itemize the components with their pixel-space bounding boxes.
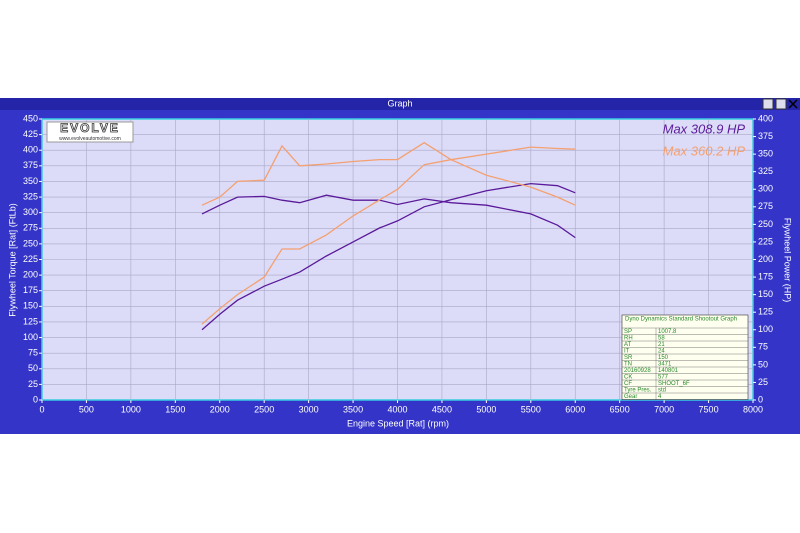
table-header: Dyno Dynamics Standard Shootout Graph <box>625 317 737 323</box>
table-value: 58 <box>658 335 665 341</box>
y2-tick-label: 250 <box>758 219 773 229</box>
y-tick-label: 100 <box>23 332 38 342</box>
x-tick-label: 8000 <box>743 404 763 414</box>
y-axis-label: Flywheel Torque [Rat] (FtLb) <box>7 203 17 316</box>
table-value: 21 <box>658 342 665 348</box>
x-tick-label: 4500 <box>432 404 452 414</box>
logo-url: www.evolveautomotive.com <box>59 136 121 142</box>
table-value: 3471 <box>658 361 672 367</box>
y2-tick-label: 100 <box>758 324 773 334</box>
table-value: 4 <box>658 394 662 400</box>
y2-tick-label: 275 <box>758 201 773 211</box>
table-value: 140801 <box>658 368 679 374</box>
info-table: Dyno Dynamics Standard Shootout Graph SP 1… <box>621 314 749 400</box>
logo-brand: EVOLVE <box>60 121 120 135</box>
y-tick-label: 400 <box>23 145 38 155</box>
table-key: TN <box>624 361 632 367</box>
y-tick-label: 250 <box>23 238 38 248</box>
y2-axis-label: Flywheel Power (HP) <box>783 218 793 303</box>
x-tick-label: 7000 <box>654 404 674 414</box>
y2-tick-label: 350 <box>758 149 773 159</box>
table-key: SP <box>624 329 632 335</box>
lines <box>201 141 576 331</box>
table-value: 1007.8 <box>658 329 677 335</box>
minimize-button[interactable] <box>775 98 787 110</box>
x-tick-label: 3000 <box>299 404 319 414</box>
y-tick-label: 225 <box>23 254 38 264</box>
table-key: 20160928 <box>624 368 651 374</box>
y2-tick-label: 75 <box>758 342 768 352</box>
window-title: Graph <box>387 98 412 108</box>
y2-tick-label: 200 <box>758 254 773 264</box>
table-key: Tyre Pres. <box>624 387 652 393</box>
max-label: Max 308.9 HP <box>663 121 746 136</box>
y2-tick-label: 175 <box>758 271 773 281</box>
x-tick-label: 7500 <box>699 404 719 414</box>
y-tick-label: 25 <box>28 379 38 389</box>
x-tick-label: 1500 <box>165 404 185 414</box>
x-tick-label: 0 <box>39 404 44 414</box>
y-tick-label: 350 <box>23 176 38 186</box>
y2-tick-label: 300 <box>758 184 773 194</box>
table-key: IT <box>624 348 630 354</box>
y-tick-label: 325 <box>23 191 38 201</box>
close-button[interactable] <box>788 99 798 109</box>
table-value: 150 <box>658 355 669 361</box>
y-tick-label: 450 <box>23 113 38 123</box>
y-tick-label: 150 <box>23 301 38 311</box>
y-tick-label: 175 <box>23 285 38 295</box>
y2-tick-label: 325 <box>758 166 773 176</box>
table-value: 577 <box>658 374 669 380</box>
x-tick-label: 4000 <box>387 404 407 414</box>
table-value: SHOOT_6F <box>658 381 690 387</box>
y2-tick-label: 400 <box>758 113 773 123</box>
y-tick-label: 50 <box>28 363 38 373</box>
restore-button[interactable] <box>762 98 774 110</box>
y2-tick-label: 225 <box>758 236 773 246</box>
y-tick-label: 125 <box>23 316 38 326</box>
table-value: 24 <box>658 348 665 354</box>
title-bar <box>0 98 800 110</box>
x-tick-label: 5000 <box>476 404 496 414</box>
table-key: SR <box>624 355 633 361</box>
y2-tick-label: 375 <box>758 131 773 141</box>
line <box>201 146 576 325</box>
line <box>201 141 576 206</box>
x-axis-label: Engine Speed [Rat] (rpm) <box>347 418 449 428</box>
x-tick-label: 2000 <box>210 404 230 414</box>
table-bg <box>621 314 749 400</box>
y-tick-label: 375 <box>23 160 38 170</box>
table-key: Gear <box>624 394 637 400</box>
y2-tick-label: 150 <box>758 289 773 299</box>
y-tick-label: 0 <box>33 394 38 404</box>
y-tick-label: 200 <box>23 269 38 279</box>
y-tick-label: 275 <box>23 223 38 233</box>
y2-tick-label: 0 <box>758 394 763 404</box>
logo-box <box>46 121 134 143</box>
x-tick-label: 2500 <box>254 404 274 414</box>
x-tick-label: 500 <box>79 404 94 414</box>
y2-tick-label: 125 <box>758 307 773 317</box>
x-tick-label: 6500 <box>610 404 630 414</box>
max-label: Max 360.2 HP <box>663 143 746 158</box>
x-tick-label: 5500 <box>521 404 541 414</box>
y-tick-label: 425 <box>23 129 38 139</box>
table-key: CK <box>624 374 632 380</box>
line <box>201 182 576 331</box>
y2-tick-label: 50 <box>758 359 768 369</box>
table-key: RH <box>624 335 633 341</box>
x-tick-label: 6000 <box>565 404 585 414</box>
x-tick-label: 3500 <box>343 404 363 414</box>
grid <box>39 118 756 403</box>
y-tick-label: 300 <box>23 207 38 217</box>
y2-tick-label: 25 <box>758 377 768 387</box>
table-value: std <box>658 387 666 393</box>
x-tick-label: 1000 <box>121 404 141 414</box>
line <box>201 194 576 239</box>
table-key: AT <box>624 342 632 348</box>
y-tick-label: 75 <box>28 348 38 358</box>
table-key: CF <box>624 381 632 387</box>
